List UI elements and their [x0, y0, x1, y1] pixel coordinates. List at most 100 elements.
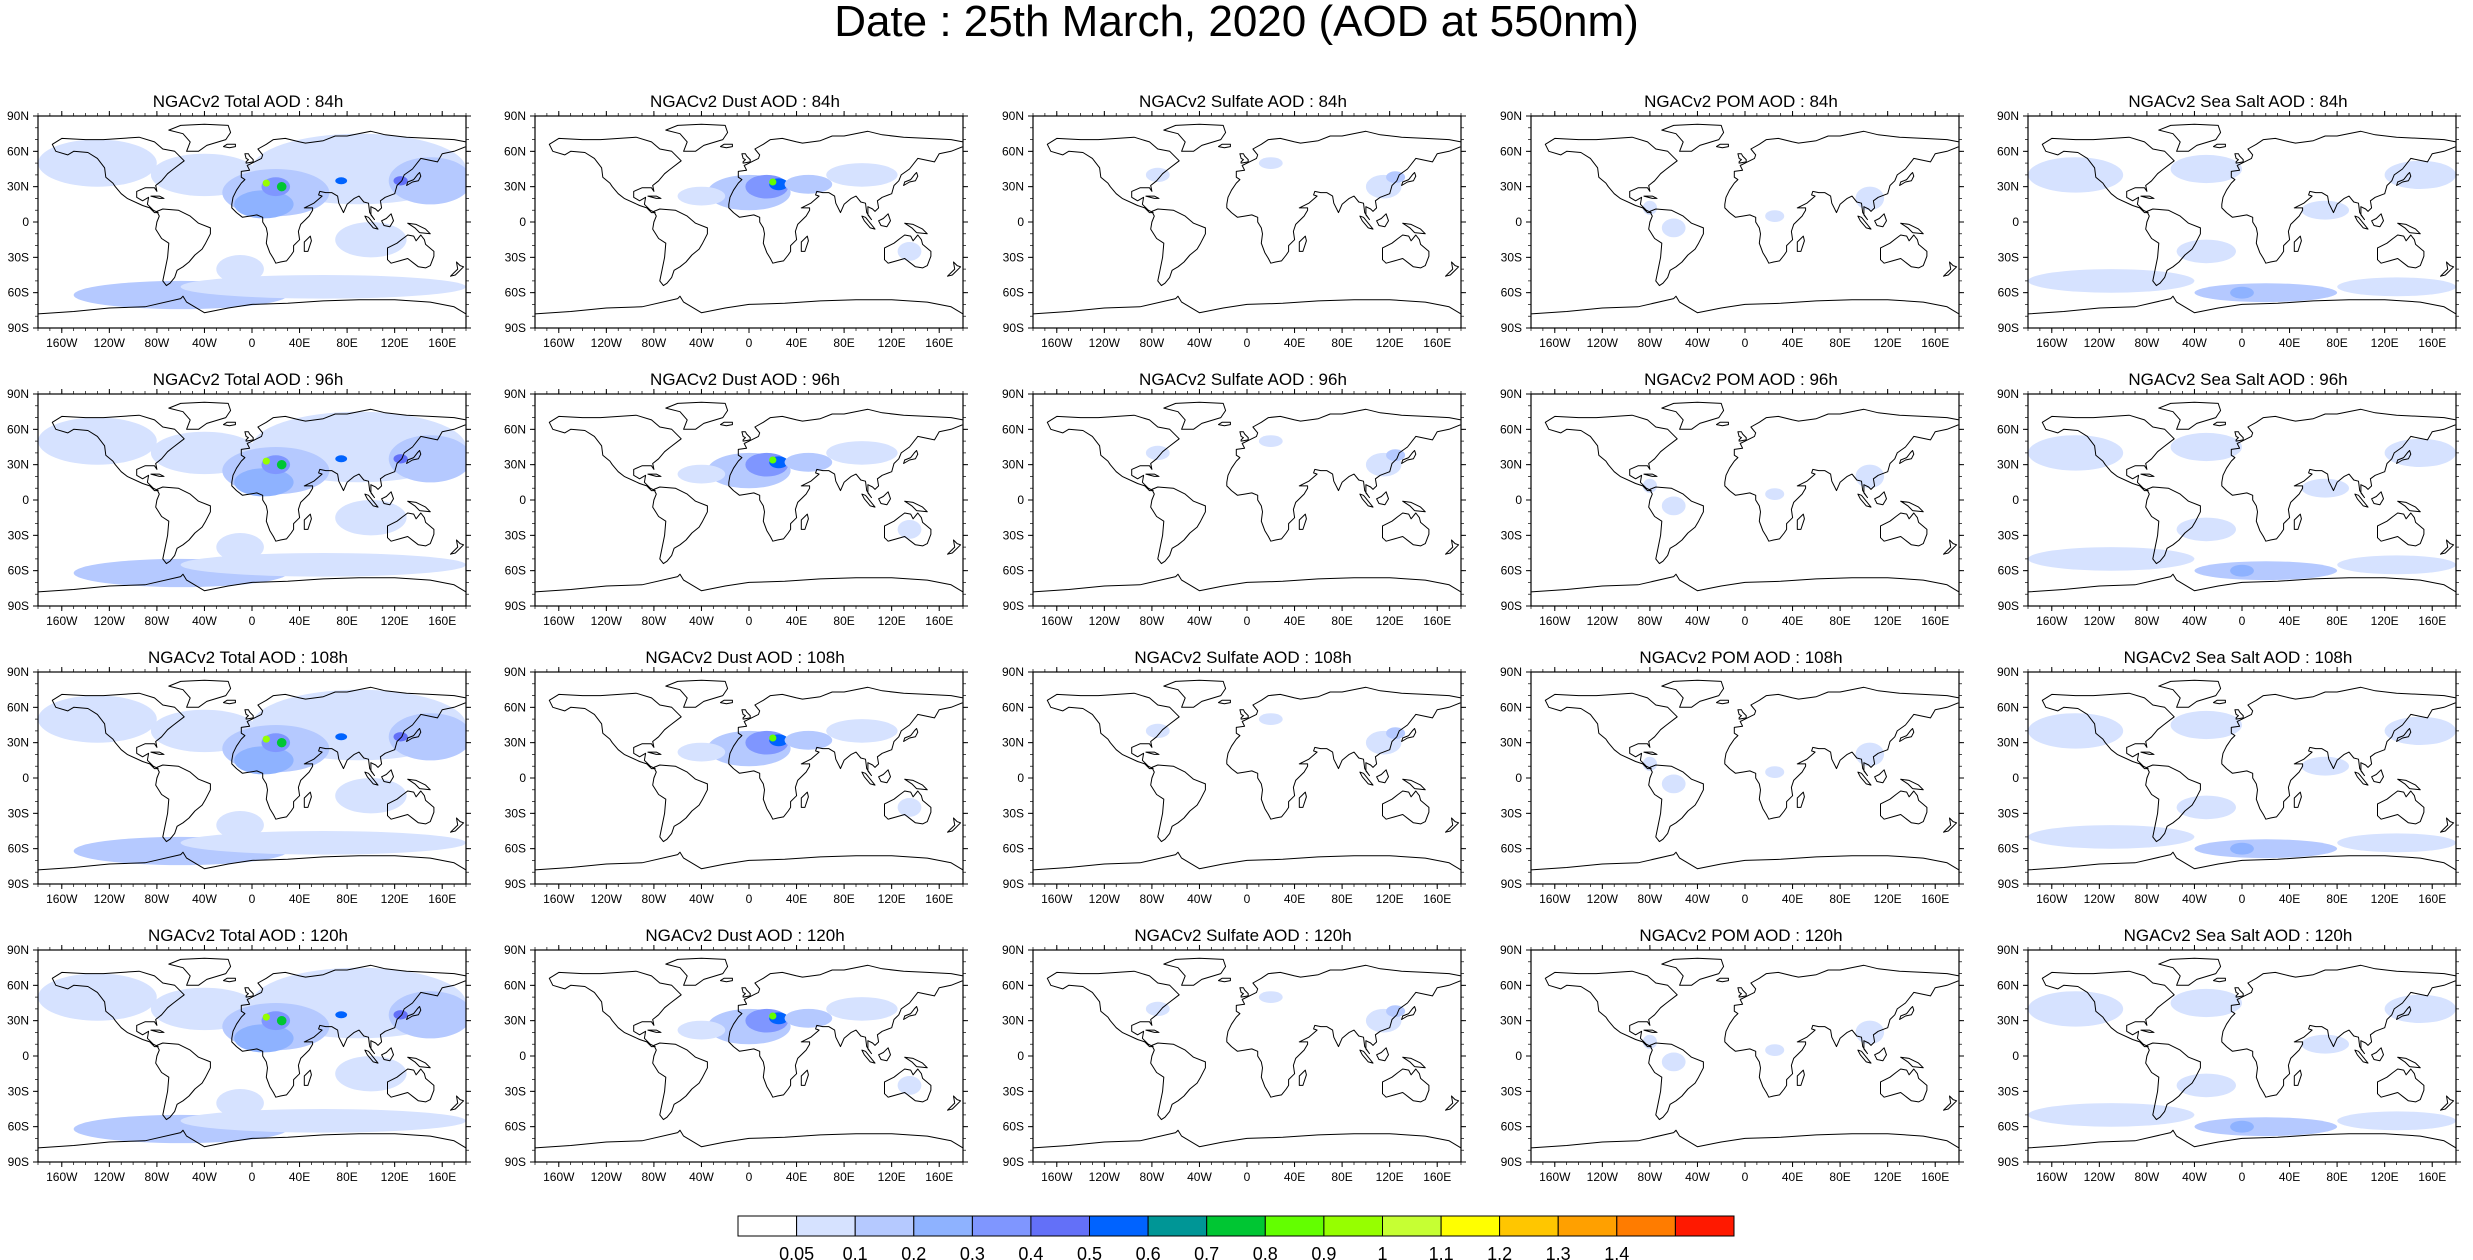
lat-label: 30N	[1002, 180, 1024, 194]
lon-label: 80E	[2326, 1170, 2347, 1184]
coastline-sumatra	[364, 215, 379, 230]
aod-blob	[769, 456, 777, 464]
coastline-greenland	[168, 957, 232, 986]
map-panel-pom-row2: NGACv2 POM AOD : 96h 160W 120W 80W 40W 0 40E 80…	[1493, 370, 1989, 628]
colorbar-swatch	[1674, 1215, 1735, 1237]
coastline-borneo	[381, 491, 394, 506]
lat-label: 30S	[8, 1084, 29, 1098]
lat-label: 60N	[504, 978, 526, 992]
colorbar-swatch	[1030, 1215, 1091, 1237]
colorbar-swatch	[1264, 1215, 1325, 1237]
coastline-new-guinea	[1900, 778, 1924, 791]
lat-label: 60S	[1003, 1120, 1024, 1134]
map-panel-sulfate-row3: NGACv2 Sulfate AOD : 108h 160W 120W 80W 40W 0…	[995, 648, 1491, 906]
lon-label: 120E	[1376, 336, 1404, 350]
coastline-new-zealand	[1943, 539, 1958, 555]
aod-blob	[1855, 186, 1885, 211]
lon-label: 160E	[428, 614, 456, 628]
coastline-japan	[2396, 728, 2412, 742]
lat-label: 30N	[1997, 458, 2019, 472]
lat-label: 0	[1515, 1049, 1522, 1063]
coastline-japan	[406, 1006, 422, 1020]
coastline-greenland	[1163, 957, 1227, 986]
coastline-madagascar	[1298, 791, 1307, 808]
lon-label: 80E	[1829, 336, 1850, 350]
coastlines	[1033, 957, 1461, 1162]
coastline-sumatra	[364, 1049, 379, 1064]
lon-label: 80E	[1829, 614, 1850, 628]
lon-label: 160E	[1423, 336, 1451, 350]
colorbar-swatch	[1323, 1215, 1384, 1237]
coastline-japan	[903, 1006, 919, 1020]
coastline-australia	[1880, 234, 1928, 269]
aod-blob	[1145, 723, 1170, 738]
aod-blob	[276, 460, 287, 470]
lon-label: 160E	[1921, 892, 1949, 906]
lat-label: 0	[1017, 1049, 1024, 1063]
lat-label: 0	[22, 771, 29, 785]
lon-label: 40E	[1284, 614, 1305, 628]
coastline-africa-eurasia	[231, 964, 466, 1098]
coastline-uk	[1737, 153, 1747, 164]
coastline-japan	[903, 728, 919, 742]
aod-blob	[1258, 991, 1283, 1003]
aod-blob	[1661, 774, 1686, 794]
lon-label: 80W	[642, 336, 667, 350]
map-background	[1531, 672, 1959, 884]
lat-label: 60S	[1003, 564, 1024, 578]
coastline-australia	[884, 790, 932, 825]
coastline-sumatra	[2354, 493, 2369, 508]
lon-label: 40W	[1685, 336, 1710, 350]
aod-blob	[677, 186, 726, 206]
lon-label: 40E	[1782, 1170, 1803, 1184]
coastline-iceland	[720, 421, 733, 427]
coastline-sri-lanka-cuba	[1145, 473, 1160, 477]
lat-label: 0	[1017, 493, 1024, 507]
coastline-madagascar	[303, 1069, 312, 1086]
coastlines	[38, 401, 466, 606]
lon-label: 40W	[192, 892, 217, 906]
aod-blob	[1145, 1001, 1170, 1016]
world-map: 160W 120W 80W 40W 0 40E 80E 120E 160E 90N 60N 30N 0 3…	[7, 943, 471, 1184]
coastline-north-america	[548, 970, 682, 1048]
lon-label: 160W	[1539, 336, 1571, 350]
lat-label: 0	[2012, 215, 2019, 229]
aod-blob	[784, 730, 833, 750]
coastline-sri-lanka-cuba	[150, 195, 165, 199]
aod-blob	[1855, 742, 1885, 767]
aod-blob	[1765, 1044, 1785, 1056]
colorbar-swatch	[971, 1215, 1032, 1237]
coastline-australia	[1382, 790, 1430, 825]
coastline-new-guinea	[407, 500, 431, 513]
coastline-japan	[1899, 728, 1915, 742]
coastline-new-zealand	[450, 817, 465, 833]
lon-label: 160E	[1921, 614, 1949, 628]
lon-label: 40E	[786, 1170, 807, 1184]
coastline-australia	[884, 1068, 932, 1103]
aod-blob	[826, 441, 898, 465]
lat-label: 90S	[1003, 1155, 1024, 1169]
map-panel-dust-row4: NGACv2 Dust AOD : 120h 160W 120W 80W 40W 0 40E…	[497, 926, 993, 1184]
coastline-australia	[2377, 1068, 2425, 1103]
lat-label: 60S	[8, 1120, 29, 1134]
coastlines	[38, 957, 466, 1162]
panel-title: NGACv2 Sulfate AOD : 108h	[1134, 648, 1352, 667]
lon-label: 120E	[1376, 614, 1404, 628]
lon-label: 80W	[1140, 1170, 1165, 1184]
lat-label: 90S	[1501, 877, 1522, 891]
coastline-sri-lanka-cuba	[647, 195, 662, 199]
lat-label: 0	[1515, 215, 1522, 229]
lon-label: 80E	[1331, 614, 1352, 628]
lon-label: 120W	[94, 892, 126, 906]
lat-label: 60N	[1500, 144, 1522, 158]
panel-title: NGACv2 Dust AOD : 84h	[650, 92, 840, 111]
map-panel-total-row4: NGACv2 Total AOD : 120h 160W 120W 80W 40W 0 40…	[0, 926, 496, 1184]
map-panel-pom-row4: NGACv2 POM AOD : 120h 160W 120W 80W 40W 0 40E 8…	[1493, 926, 1989, 1184]
coastline-sumatra	[861, 771, 876, 786]
lon-label: 40E	[2279, 892, 2300, 906]
aod-blob	[216, 811, 264, 840]
lon-label: 120W	[2084, 1170, 2116, 1184]
lat-label: 30S	[1501, 250, 1522, 264]
map-panel-salt-row4: NGACv2 Sea Salt AOD : 120h 160W 120W 80W 40W…	[1990, 926, 2473, 1184]
coastline-south-america	[1150, 764, 1206, 843]
